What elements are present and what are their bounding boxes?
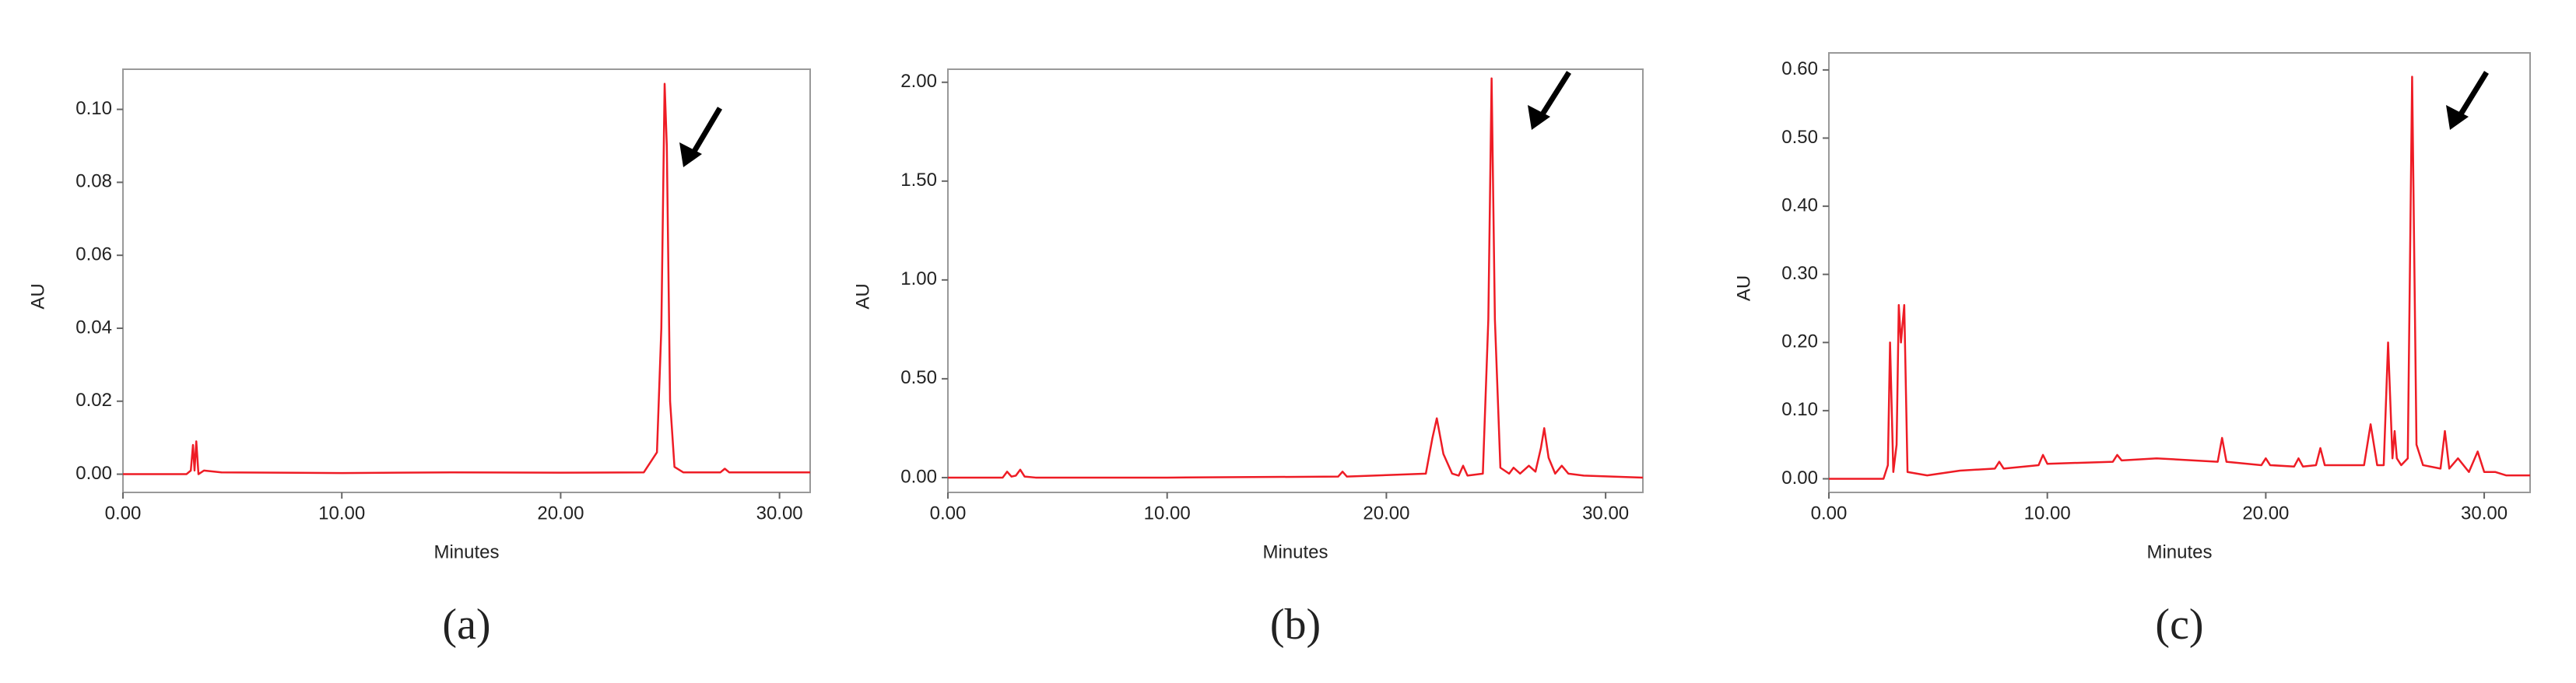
x-tick-label: 0.00 <box>930 503 967 524</box>
chart: 0.00 0.02 0.04 0.06 0.08 0.10 0.00 10.00 20.00 30… <box>27 68 811 649</box>
y-tick-label: 0.60 <box>1781 58 1818 79</box>
x-tick-label: 20.00 <box>1363 503 1409 524</box>
x-tick-label: 0.00 <box>105 503 142 524</box>
y-tick-label: 0.10 <box>75 98 112 119</box>
chromatogram-line <box>123 82 810 475</box>
x-tick-label: 10.00 <box>1144 503 1191 524</box>
x-tick-label: 30.00 <box>2461 503 2508 524</box>
chart: 0.00 0.10 0.20 0.30 0.40 0.50 0.60 0.00 10.00 20.… <box>1733 52 2531 649</box>
panel-caption: (a) <box>442 601 490 649</box>
y-axis-label: AU <box>852 283 873 309</box>
x-tick-label: 10.00 <box>318 503 365 524</box>
arrow <box>679 71 2489 167</box>
y-tick-label: 0.00 <box>75 463 112 484</box>
chromatogram-line <box>1829 75 2530 480</box>
y-tick-label: 0.20 <box>1781 331 1818 352</box>
y-tick-label: 0.08 <box>75 171 112 192</box>
x-tick-label: 20.00 <box>2242 503 2289 524</box>
x-axis-label: Minutes <box>1262 541 1328 562</box>
y-tick-label: 2.00 <box>900 71 937 92</box>
y-tick-label: 0.50 <box>900 367 937 388</box>
x-tick-label: 0.00 <box>1811 503 1848 524</box>
x-axis-label: Minutes <box>433 541 499 562</box>
panel-caption: (c) <box>2155 601 2203 649</box>
plot-frame <box>947 68 1644 493</box>
plot-frame <box>1828 52 2531 493</box>
y-tick-label: 0.00 <box>900 466 937 487</box>
y-tick-label: 0.40 <box>1781 194 1818 215</box>
x-tick-label: 20.00 <box>537 503 584 524</box>
x-tick-label: 10.00 <box>2024 503 2071 524</box>
panel-caption: (b) <box>1270 601 1321 649</box>
y-axis-label: AU <box>27 283 48 309</box>
y-tick-label: 0.30 <box>1781 263 1818 284</box>
y-tick-label: 0.00 <box>1781 468 1818 489</box>
y-tick-label: 0.04 <box>75 317 112 338</box>
y-tick-label: 1.00 <box>900 268 937 289</box>
plot-frame <box>122 68 811 493</box>
y-tick-label: 0.10 <box>1781 399 1818 420</box>
y-tick-label: 0.50 <box>1781 127 1818 148</box>
x-axis-label: Minutes <box>2146 541 2212 562</box>
chromatogram-line <box>948 77 1644 479</box>
y-axis-label: AU <box>1733 275 1754 301</box>
y-tick-label: 0.06 <box>75 244 112 265</box>
x-tick-label: 30.00 <box>1582 503 1629 524</box>
y-tick-label: 0.02 <box>75 390 112 411</box>
x-tick-label: 30.00 <box>756 503 803 524</box>
y-tick-label: 1.50 <box>900 170 937 191</box>
chart: 0.00 0.50 1.00 1.50 2.00 0.00 10.00 20.00 30.00 M… <box>852 68 1644 649</box>
